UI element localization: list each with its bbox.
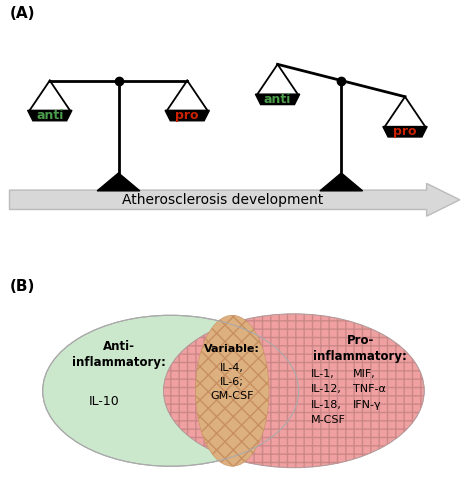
Text: Variable:: Variable:	[204, 344, 260, 354]
Text: M-CSF: M-CSF	[310, 415, 346, 425]
Text: Anti-
inflammatory:: Anti- inflammatory:	[72, 340, 165, 369]
Polygon shape	[255, 94, 300, 104]
Text: IL-12,: IL-12,	[310, 384, 341, 394]
Text: (A): (A)	[9, 6, 35, 21]
Text: pro: pro	[393, 125, 417, 138]
Text: IFN-γ: IFN-γ	[353, 400, 382, 410]
FancyArrow shape	[9, 183, 460, 216]
Ellipse shape	[43, 315, 299, 466]
Text: Atherosclerosis development: Atherosclerosis development	[122, 193, 323, 207]
Polygon shape	[320, 173, 363, 191]
Text: IL-1,: IL-1,	[310, 369, 334, 379]
Text: IL-4,
IL-6;
GM-CSF: IL-4, IL-6; GM-CSF	[210, 363, 254, 402]
Polygon shape	[27, 110, 72, 121]
Polygon shape	[97, 173, 140, 191]
Polygon shape	[383, 127, 427, 137]
Text: anti: anti	[36, 109, 64, 122]
Text: pro: pro	[175, 109, 199, 122]
Text: anti: anti	[264, 93, 291, 106]
Text: MIF,: MIF,	[353, 369, 376, 379]
Text: TNF-α: TNF-α	[353, 384, 386, 394]
Text: IL-10: IL-10	[89, 396, 119, 409]
Ellipse shape	[164, 314, 424, 468]
Text: IL-18,: IL-18,	[310, 400, 341, 410]
Text: Pro-
inflammatory:: Pro- inflammatory:	[313, 334, 407, 363]
Ellipse shape	[196, 315, 269, 466]
Polygon shape	[165, 110, 210, 121]
Text: (B): (B)	[9, 279, 35, 294]
